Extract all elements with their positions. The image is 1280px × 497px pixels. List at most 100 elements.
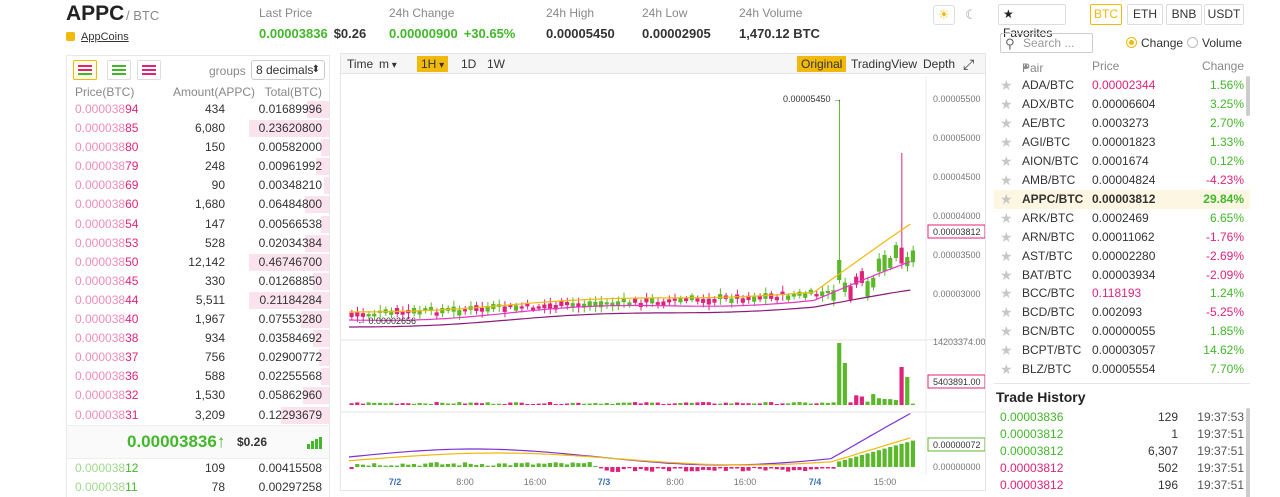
volume-bar [752, 403, 757, 405]
pair-row[interactable]: ★ ADA/BTC 0.00002344 1.56% [994, 76, 1250, 95]
star-icon[interactable]: ★ [1000, 285, 1013, 302]
star-icon[interactable]: ★ [1000, 114, 1013, 131]
pair-row[interactable]: ★ BCD/BTC 0.002093 -5.25% [994, 303, 1250, 322]
ask-row[interactable]: 0.00003885 6,080 0.23620800 [67, 119, 329, 138]
pair-row[interactable]: ★ AION/BTC 0.0001674 0.12% [994, 152, 1250, 171]
pair-row[interactable]: ★ ARN/BTC 0.00011062 -1.76% [994, 228, 1250, 247]
star-icon[interactable]: ★ [1000, 323, 1013, 340]
macd-bar [457, 465, 462, 467]
star-icon[interactable]: ★ [1000, 133, 1013, 150]
star-icon[interactable]: ★ [1000, 266, 1013, 283]
volume-bar [417, 402, 422, 405]
macd-bar [423, 463, 428, 467]
candle-body [417, 310, 422, 315]
candle-body [667, 299, 672, 303]
star-icon[interactable]: ★ [1000, 95, 1013, 112]
pair-row[interactable]: ★ ARK/BTC 0.0002469 6.65% [994, 209, 1250, 228]
market-tab-usdt[interactable]: USDT [1204, 4, 1244, 25]
ask-row[interactable]: 0.00003844 5,511 0.21184284 [67, 291, 329, 310]
ask-row[interactable]: 0.00003894 434 0.01689996 [67, 100, 329, 119]
star-icon[interactable]: ★ [1000, 361, 1013, 378]
pair-row[interactable]: ★ BCC/BTC 0.118193 1.24% [994, 284, 1250, 303]
ask-depth-bar [305, 234, 329, 252]
market-tab-btc[interactable]: BTC [1090, 4, 1122, 25]
pair-change: 6.65% [1209, 210, 1244, 225]
bid-price-highlight: 12 [125, 460, 139, 475]
moon-icon[interactable]: ☾ [960, 5, 982, 25]
groups-select[interactable]: 8 decimals [251, 60, 325, 80]
candle-body [684, 298, 689, 302]
star-icon[interactable]: ★ [1000, 190, 1013, 207]
bid-row[interactable]: 0.00003812 109 0.00415508 [67, 459, 329, 478]
sun-icon[interactable]: ☀ [933, 5, 955, 25]
price-chart[interactable]: Time m 1H 1D 1W Original TradingView Dep… [340, 53, 986, 491]
pair-row[interactable]: ★ AMB/BTC 0.00004824 -4.23% [994, 171, 1250, 190]
book-bids-only-icon[interactable] [107, 60, 131, 80]
view-depth-button[interactable]: Depth [923, 57, 956, 71]
trade-history-scrollbar[interactable] [1246, 408, 1250, 497]
bid-total: 0.00415508 [258, 460, 322, 475]
coin-name-link[interactable]: AppCoins [66, 31, 129, 43]
pairs-scrollbar[interactable] [1246, 76, 1250, 116]
ask-row[interactable]: 0.00003860 1,680 0.06484800 [67, 195, 329, 214]
ask-row[interactable]: 0.00003832 1,530 0.05862960 [67, 386, 329, 405]
star-icon[interactable]: ★ [1000, 304, 1013, 321]
star-icon[interactable]: ★ [1000, 228, 1013, 245]
ask-row[interactable]: 0.00003879 248 0.00961992 [67, 157, 329, 176]
expand-icon[interactable]: ⤢ [963, 56, 975, 72]
star-icon[interactable]: ★ [1000, 342, 1013, 359]
minute-dropdown[interactable]: m [375, 56, 413, 72]
market-tab-eth[interactable]: ETH [1127, 4, 1163, 25]
favorites-button[interactable]: ★ Favorites [998, 4, 1066, 40]
ask-row[interactable]: 0.00003880 150 0.00582000 [67, 138, 329, 157]
pair-row[interactable]: ★ AE/BTC 0.0003273 2.70% [994, 114, 1250, 133]
market-pairs-panel: ★ Favorites BTC ETH BNB USDT ⚲ Search ...… [994, 0, 1250, 380]
ask-row[interactable]: 0.00003836 588 0.02255568 [67, 367, 329, 386]
market-tab-bnb[interactable]: BNB [1166, 4, 1202, 25]
ask-row[interactable]: 0.00003838 934 0.03584692 [67, 329, 329, 348]
ask-row[interactable]: 0.00003854 147 0.00566538 [67, 215, 329, 234]
col-total: Total(BTC) [264, 85, 322, 99]
interval-1w-button[interactable]: 1W [487, 57, 505, 71]
book-asks-only-icon[interactable] [137, 60, 161, 80]
sort-change-radio[interactable]: Change [1126, 36, 1183, 50]
pair-row[interactable]: ★ AGI/BTC 0.00001823 1.33% [994, 133, 1250, 152]
candlestick-chart[interactable]: 0.00005500 0.00005000 0.00004500 0.00004000… [341, 75, 986, 491]
star-icon[interactable]: ★ [1000, 209, 1013, 226]
col-change-header[interactable]: Change [1201, 59, 1244, 73]
star-icon[interactable]: ★ [1000, 77, 1013, 93]
interval-1h-button[interactable]: 1H [417, 56, 449, 72]
view-tradingview-button[interactable]: TradingView [851, 57, 918, 71]
time-axis-label: 16:00 [524, 477, 547, 487]
ask-row[interactable]: 0.00003850 12,142 0.46746700 [67, 253, 329, 272]
star-icon[interactable]: ★ [1000, 247, 1013, 264]
pair-search-input[interactable]: ⚲ Search ... [1000, 33, 1093, 53]
pair-row[interactable]: ★ BAT/BTC 0.00003934 -2.09% [994, 266, 1250, 285]
time-axis-label: 15:00 [874, 477, 897, 487]
ask-row[interactable]: 0.00003837 756 0.02900772 [67, 348, 329, 367]
volume-bar [434, 402, 439, 405]
pair-row[interactable]: ★ BLZ/BTC 0.00005554 7.70% [994, 360, 1250, 379]
star-icon[interactable]: ★ [1000, 171, 1013, 188]
pair-row[interactable]: ★ BCN/BTC 0.00000055 1.85% [994, 322, 1250, 341]
macd-bar [791, 467, 796, 471]
bid-row[interactable]: 0.00003811 78 0.00297258 [67, 478, 329, 497]
last-price-row: 0.00003836↑ $0.26 [67, 424, 329, 459]
candle-body [479, 307, 485, 312]
pair-row[interactable]: ★ ADX/BTC 0.00006604 3.25% [994, 95, 1250, 114]
interval-1d-button[interactable]: 1D [461, 57, 477, 71]
ask-row[interactable]: 0.00003845 330 0.01268850 [67, 272, 329, 291]
ask-row[interactable]: 0.00003831 3,209 0.12293679 [67, 406, 329, 425]
ask-row[interactable]: 0.00003853 528 0.02034384 [67, 234, 329, 253]
time-button[interactable]: Time [347, 57, 374, 71]
ask-row[interactable]: 0.00003840 1,967 0.07553280 [67, 310, 329, 329]
col-price-header[interactable]: Price [1092, 59, 1120, 73]
pair-row[interactable]: ★ APPC/BTC 0.00003812 29.84% [994, 189, 1250, 209]
pair-row[interactable]: ★ BCPT/BTC 0.00003057 14.62% [994, 341, 1250, 360]
book-both-sides-icon[interactable] [73, 60, 97, 80]
pair-row[interactable]: ★ AST/BTC 0.00002280 -2.69% [994, 247, 1250, 266]
ask-row[interactable]: 0.00003869 90 0.00348210 [67, 176, 329, 195]
view-original-button[interactable]: Original [797, 56, 847, 72]
star-icon[interactable]: ★ [1000, 152, 1013, 169]
sort-volume-radio[interactable]: Volume [1187, 36, 1242, 50]
